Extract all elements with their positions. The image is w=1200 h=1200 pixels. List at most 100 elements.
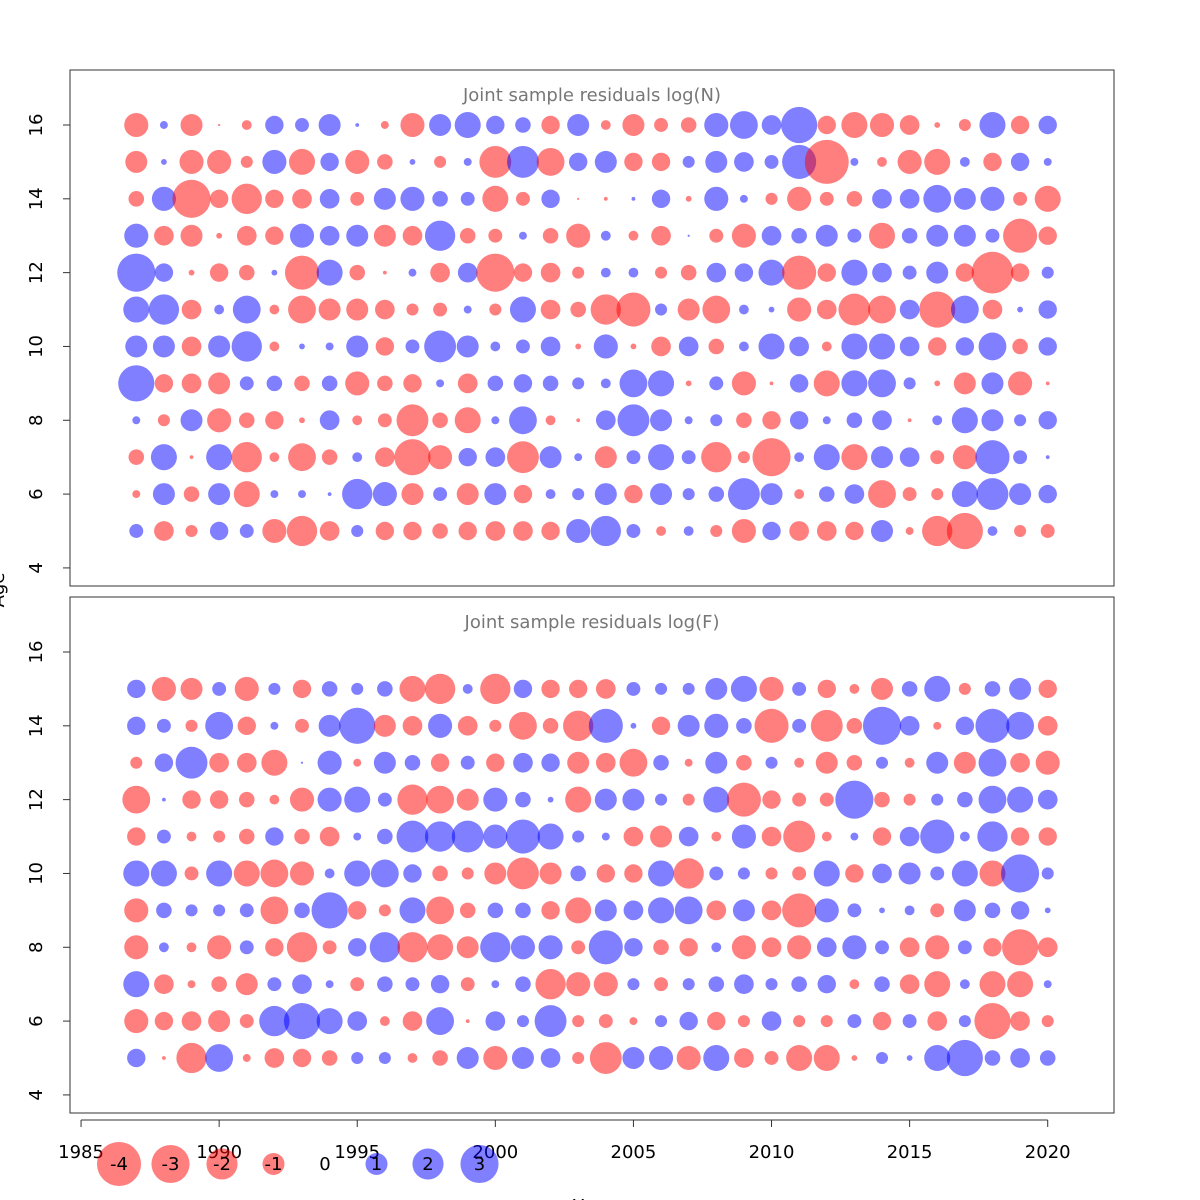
bubble — [484, 483, 507, 506]
bubble — [292, 679, 312, 699]
bubble — [868, 222, 896, 249]
bubble — [818, 486, 835, 502]
bubble — [319, 188, 340, 209]
bubble — [1010, 152, 1030, 172]
bubble — [319, 826, 340, 847]
bubble — [849, 979, 860, 990]
bubble — [456, 936, 479, 959]
bubble — [704, 186, 729, 211]
bubble — [158, 942, 169, 953]
bubble — [239, 903, 254, 918]
bubble — [926, 751, 949, 774]
bubble — [760, 483, 783, 506]
bubble — [679, 938, 698, 957]
bubble — [242, 1054, 251, 1062]
bubble — [765, 756, 778, 769]
bubble — [154, 263, 174, 282]
bubble — [622, 113, 645, 136]
bubble — [872, 188, 892, 209]
bubble — [378, 1051, 391, 1065]
bubble — [235, 973, 258, 996]
bubble — [978, 332, 1007, 361]
bubble — [1010, 901, 1030, 920]
bubble — [117, 253, 156, 292]
bubble — [816, 937, 837, 958]
bubble — [871, 520, 893, 543]
bubble — [594, 899, 617, 922]
bubble — [731, 518, 756, 544]
bubble — [537, 823, 564, 850]
bubble — [655, 793, 668, 806]
bubble — [730, 675, 757, 702]
y-tick-label: 12 — [26, 261, 47, 284]
bubble — [483, 787, 508, 812]
bubble — [507, 145, 539, 178]
legend-label: -4 — [110, 1154, 128, 1175]
bubble — [975, 440, 1010, 475]
bubble — [458, 521, 477, 541]
bubble — [957, 791, 973, 808]
bubble — [761, 115, 782, 135]
bubble — [375, 299, 395, 320]
bubble — [576, 418, 581, 423]
bubble — [789, 336, 809, 357]
x-tick-label: 1985 — [58, 1142, 104, 1163]
bubble — [535, 969, 566, 1000]
bubble — [977, 821, 1008, 852]
bubble — [403, 521, 422, 541]
bubble — [1007, 971, 1034, 998]
bubble — [231, 442, 262, 473]
bubble — [979, 860, 1006, 887]
bubble — [292, 974, 312, 995]
bubble — [348, 901, 367, 920]
bubble — [426, 785, 455, 814]
bubble — [930, 903, 945, 918]
bubble — [288, 148, 316, 175]
bubble — [951, 860, 978, 887]
bubble — [184, 866, 199, 881]
bubble — [983, 152, 1002, 172]
bubble — [626, 524, 641, 538]
bubble — [816, 521, 837, 541]
bubble — [271, 269, 278, 276]
bubble — [269, 341, 280, 352]
bubble — [706, 262, 727, 283]
bubble — [708, 486, 725, 502]
bubble — [397, 932, 428, 963]
bubble — [176, 1042, 207, 1074]
bubble — [619, 369, 648, 398]
bubble — [209, 752, 229, 773]
bubble — [677, 714, 700, 737]
bubble — [128, 191, 145, 207]
bubble — [651, 152, 671, 172]
bubble — [1014, 524, 1027, 538]
bubble — [409, 158, 416, 165]
bubble — [490, 341, 501, 352]
bubble — [789, 521, 809, 541]
bubble — [1038, 115, 1057, 135]
bubble — [207, 408, 232, 433]
bubble — [458, 447, 477, 467]
bubble — [813, 370, 840, 397]
bubble — [782, 255, 817, 290]
bubble — [456, 335, 479, 358]
bubble — [654, 977, 669, 992]
bubble — [734, 974, 754, 995]
bubble — [206, 444, 233, 471]
bubble — [846, 718, 863, 734]
bubble — [872, 863, 892, 884]
bubble — [424, 330, 457, 363]
bubble — [284, 255, 320, 290]
bubble — [984, 1050, 1001, 1066]
bubble — [270, 721, 279, 730]
bubble — [869, 112, 895, 138]
bubble — [124, 935, 149, 960]
bubble — [205, 1044, 234, 1072]
bubble — [125, 150, 148, 173]
bubble — [791, 976, 807, 992]
bubble — [269, 304, 280, 315]
bubble — [325, 342, 334, 351]
bubble — [752, 438, 791, 477]
bubble — [260, 859, 289, 888]
bubble — [482, 185, 509, 212]
